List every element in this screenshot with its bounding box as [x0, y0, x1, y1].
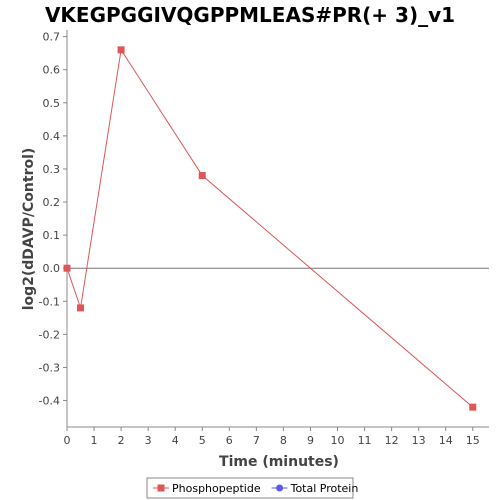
legend-label: Phosphopeptide: [172, 482, 261, 495]
y-tick-label: -0.4: [39, 395, 60, 408]
legend-label: Total Protein: [290, 482, 359, 495]
data-point: [117, 46, 125, 54]
y-tick-label: 0.7: [43, 31, 61, 44]
x-tick-label: 5: [199, 434, 206, 447]
y-tick-label: 0.5: [43, 97, 61, 110]
x-tick-label: 2: [118, 434, 125, 447]
data-point: [77, 304, 85, 312]
x-tick-label: 12: [385, 434, 399, 447]
y-tick-label: 0.3: [43, 163, 61, 176]
x-tick-label: 6: [226, 434, 233, 447]
chart-title: VKEGPGGIVQGPPMLEAS#PR(+ 3)_v1: [44, 3, 456, 27]
x-tick-label: 8: [280, 434, 287, 447]
x-tick-label: 15: [466, 434, 480, 447]
x-tick-label: 13: [412, 434, 426, 447]
y-tick-label: 0.0: [43, 262, 61, 275]
x-tick-label: 11: [358, 434, 372, 447]
x-tick-label: 4: [172, 434, 179, 447]
y-tick-label: -0.1: [39, 295, 60, 308]
legend-marker: [276, 484, 284, 492]
x-axis-title: Time (minutes): [219, 454, 339, 470]
y-tick-label: -0.2: [39, 328, 60, 341]
y-tick-label: 0.1: [43, 229, 61, 242]
legend: Phosphopeptide Total Protein: [146, 477, 359, 499]
x-tick-label: 7: [253, 434, 260, 447]
x-tick-label: 14: [439, 434, 453, 447]
data-point: [198, 172, 206, 180]
legend-box: [146, 477, 354, 499]
data-point: [469, 403, 477, 411]
y-tick-label: -0.3: [39, 361, 60, 374]
data-point: [63, 264, 71, 272]
y-tick-label: 0.6: [43, 64, 61, 77]
x-tick-label: 3: [145, 434, 152, 447]
legend-marker: [157, 484, 165, 492]
x-tick-label: 0: [64, 434, 71, 447]
y-tick-label: 0.4: [43, 130, 61, 143]
y-tick-label: 0.2: [43, 196, 61, 209]
x-tick-label: 1: [91, 434, 98, 447]
x-tick-label: 9: [307, 434, 314, 447]
x-tick-label: 10: [331, 434, 345, 447]
y-axis-title: log2(dDAVP/Control): [21, 148, 37, 311]
